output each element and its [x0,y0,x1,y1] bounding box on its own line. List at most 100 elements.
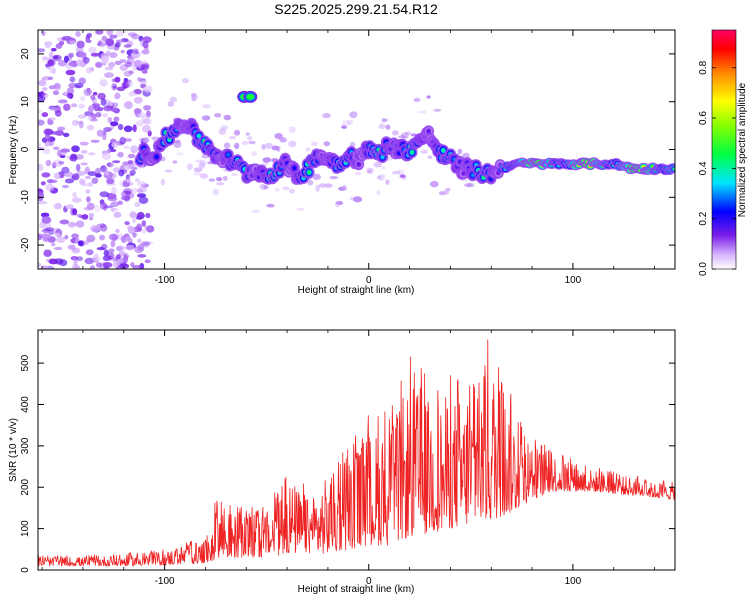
spectrogram-noise-blob [111,142,119,148]
spectrogram-noise-blob [110,172,117,179]
spectrogram-scatter-blob [466,182,475,188]
spectrogram-noise-blob [136,193,147,198]
spectrogram-hotspot [246,93,255,100]
spectrogram-noise-blob [45,183,55,192]
spectrogram-noise-blob [123,70,132,77]
spectrogram-noise-blob [100,165,107,173]
spectrogram-noise-blob [111,83,118,91]
spectrogram-scatter-blob [341,125,347,129]
spectrogram-noise-blob [123,125,133,133]
spectrogram-scatter-blob [324,183,333,188]
spectrogram-scatter-blob [315,184,320,192]
spectrogram-noise-blob [80,162,88,166]
spectrogram-noise-blob [137,112,147,118]
spectrogram-noise-blob [90,52,100,57]
spectrogram-scatter-blob [233,129,241,136]
snr-y-ticks: 0 100 200 300 400 500 [20,354,675,573]
spectrogram-noise-blob [90,225,101,233]
spectrogram-scatter-blob [223,142,231,149]
spectrogram-noise-blob [146,225,155,233]
spectrogram-noise-blob [75,31,81,37]
spectrogram-noise-blob [69,40,77,45]
spectrogram-noise-blob [71,263,80,269]
spectrogram-noise-blob [90,118,98,122]
spectrogram-noise-blob [133,59,143,68]
spectrogram-noise-blob [115,228,120,234]
spectrogram-noise-blob [88,213,95,218]
spectrogram-scatter-blob [312,173,321,181]
spectrogram-noise-blob [63,103,71,112]
spectrogram-noise-blob [54,130,64,136]
spectrogram-noise-blob [69,76,76,83]
spectrogram-noise-blob [85,39,92,43]
spectrogram-noise-blob [83,88,93,97]
spectrogram-scatter-blob [251,151,258,157]
spectrogram-scatter-blob [373,161,382,168]
spectrogram-noise-blob [75,220,85,228]
spectrogram-scatter-blob [318,183,326,188]
spectrogram-noise-blob [86,124,95,131]
spectrogram-noise-blob [89,217,94,221]
spectrogram-noise-blob [90,139,100,143]
spectrogram-noise-blob [38,94,46,102]
spectrogram-noise-blob [113,211,122,218]
spectrogram-noise-blob [108,62,116,68]
spectrogram-scatter-blob [457,148,463,155]
spectrogram-noise-blob [137,254,147,258]
y-tick-label: 500 [20,354,31,371]
snr-panel: -100 0 100 0 100 200 300 400 500 Height of stra… [8,329,676,595]
spectrogram-noise-blob [67,221,77,228]
spectrogram-scatter-blob [173,141,182,148]
spectrogram-noise-blob [76,40,85,49]
spectrogram-signal-blob [441,148,445,152]
spectrogram-noise-blob [53,203,62,210]
snr-x-ticks: -100 0 100 [41,330,655,587]
spectrogram-scatter-blob [391,170,401,175]
spectrogram-noise-blob [52,55,59,60]
spectrogram-noise-blob [109,34,118,39]
spectrogram-noise-blob [140,228,147,234]
spectrogram-noise-blob [71,145,80,153]
spectrogram-signal-blob [197,134,201,138]
spectrogram-noise-blob [85,175,92,180]
spectrogram-noise-blob [74,82,84,89]
spectrogram-scatter-blob [214,113,222,118]
spectrogram-scatter-blob [191,96,197,102]
spectrogram-noise-blob [48,258,59,265]
spectrogram-scatter-blob [378,123,386,130]
spectrogram-scatter-blob [346,120,354,125]
spectrogram-noise-blob [102,113,108,118]
spectrogram-noise-blob [127,160,134,165]
spectrogram-noise-blob [42,148,51,155]
spectrogram-scatter-blob [307,179,314,186]
spectrogram-noise-blob [132,187,137,194]
spectrogram-noise-blob [51,47,57,52]
spectrogram-noise-blob [124,138,132,142]
spectrogram-noise-blob [70,207,75,216]
spectrogram-noise-blob [41,265,49,269]
spectrogram-noise-blob [94,167,102,174]
spectrogram-noise-blob [68,62,75,67]
spectrogram-scatter-blob [251,209,261,214]
spectrogram-noise-blob [141,220,147,227]
spectrogram-noise-blob [51,242,56,247]
spectrogram-noise-blob [57,126,66,131]
spectrogram-signal-blob [155,155,159,159]
spectrogram-noise-blob [105,38,115,47]
spectrogram-noise-blob [60,148,70,153]
y-tick-label: -20 [20,237,31,252]
spectrogram-noise-blob [106,105,112,109]
spectrogram-noise-blob [40,181,46,186]
spectrogram-scatter-blob [385,179,390,185]
spectrogram-noise-blob [76,213,82,218]
spectrogram-noise-blob [107,255,113,261]
spectrogram-signal-blob [307,170,311,174]
spectrogram-signal-blob [226,153,230,157]
spectrogram-scatter-blob [181,78,189,84]
spectrogram-noise-blob [42,76,51,81]
spectrogram-noise-blob [88,105,94,113]
spectrogram-plot-area [38,30,675,269]
spectrogram-noise-blob [86,202,95,211]
spectrogram-noise-blob [132,232,137,238]
